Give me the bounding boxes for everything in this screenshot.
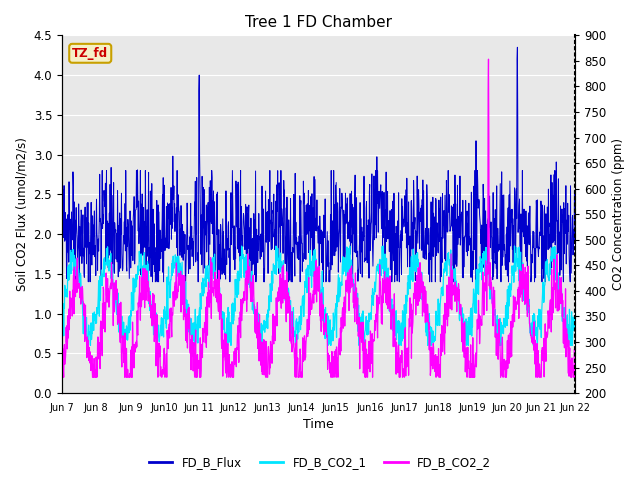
Text: TZ_fd: TZ_fd bbox=[72, 47, 108, 60]
X-axis label: Time: Time bbox=[303, 419, 334, 432]
Title: Tree 1 FD Chamber: Tree 1 FD Chamber bbox=[245, 15, 392, 30]
Legend: FD_B_Flux, FD_B_CO2_1, FD_B_CO2_2: FD_B_Flux, FD_B_CO2_1, FD_B_CO2_2 bbox=[144, 452, 496, 474]
Y-axis label: CO2 Concentration (ppm): CO2 Concentration (ppm) bbox=[612, 138, 625, 290]
Y-axis label: Soil CO2 Flux (umol/m2/s): Soil CO2 Flux (umol/m2/s) bbox=[15, 137, 28, 291]
